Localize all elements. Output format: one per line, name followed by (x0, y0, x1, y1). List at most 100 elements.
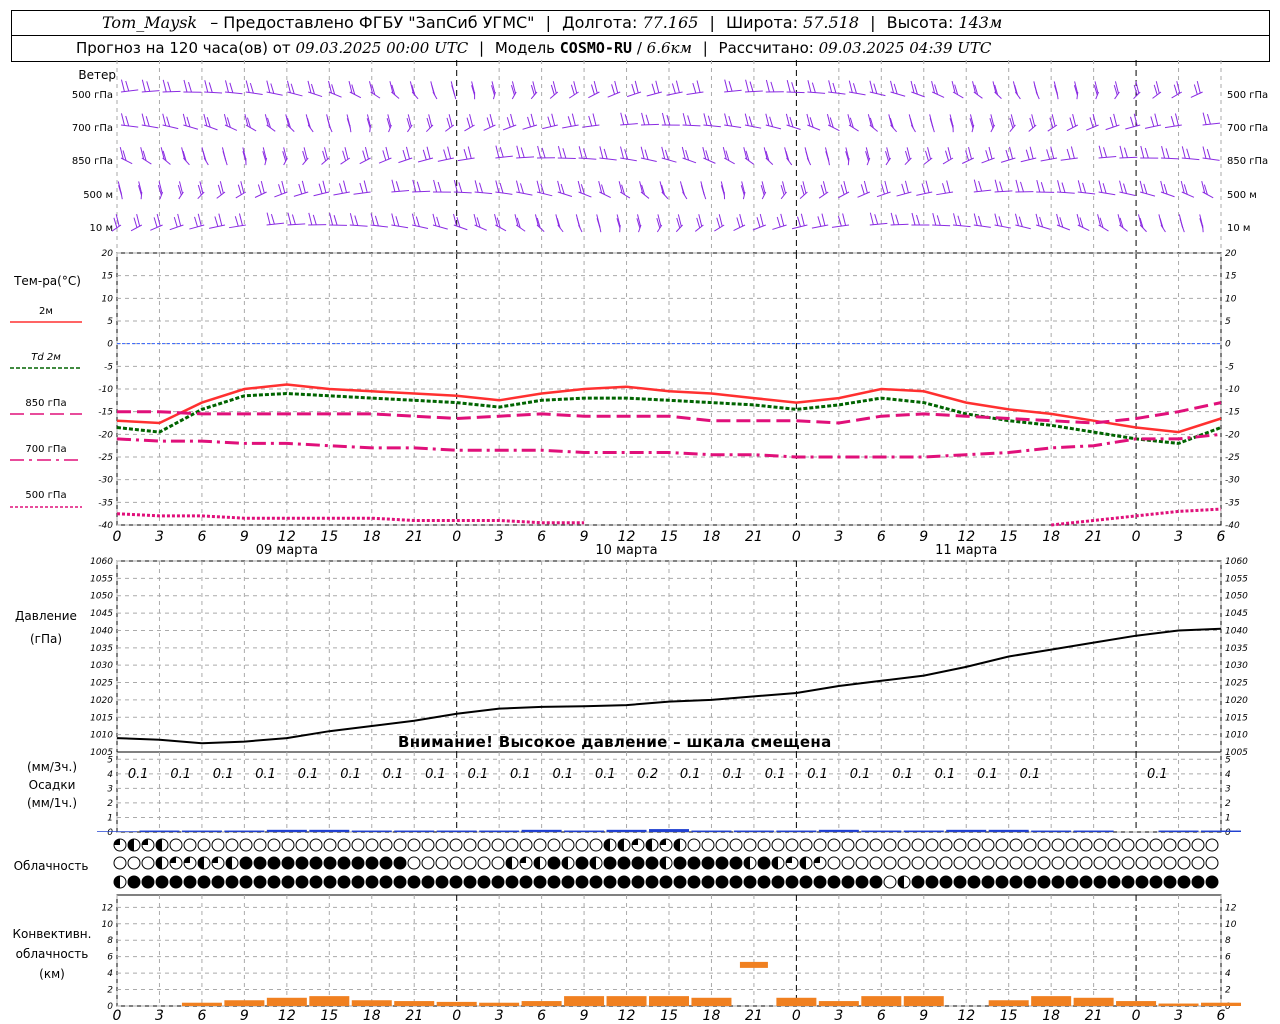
wind-barb-feather (303, 147, 308, 160)
wind-barb-feather (1160, 180, 1165, 194)
wind-barb-feather (218, 213, 223, 226)
wind-barb-feather (426, 117, 431, 129)
wind-barb-feather (789, 116, 794, 128)
wind-barb-feather (416, 181, 421, 192)
conv-bar (394, 1001, 435, 1006)
wind-barb-feather (138, 185, 142, 196)
wind-barb-feather (278, 184, 283, 195)
wind-barb (209, 224, 226, 229)
wind-barb-feather (308, 212, 313, 226)
conv-ytick-right: 0 (1225, 1002, 1231, 1012)
temp-ytick-right: -30 (1225, 476, 1240, 486)
wind-barb-feather (802, 181, 807, 194)
conv-bar (691, 997, 732, 1006)
wind-barb-feather (869, 212, 874, 225)
cloud-fill (758, 857, 770, 869)
wind-barb (765, 124, 782, 130)
wind-barb (666, 91, 683, 96)
wind-barb-feather (188, 81, 192, 93)
conv-xtick: 6 (877, 1008, 886, 1024)
cloud-fill (702, 857, 714, 869)
wind-barb-feather (696, 217, 701, 229)
precip-bar (649, 829, 689, 832)
cloud-fill (450, 876, 462, 888)
wind-barb-feather (636, 218, 641, 229)
precip-label: 0.1 (553, 767, 574, 782)
wind-barb-feather (718, 214, 723, 227)
wind-barb-feather (700, 185, 705, 196)
wind-barb-feather (476, 217, 481, 228)
temp-xtick: 15 (1000, 529, 1018, 545)
wind-barb-feather (769, 116, 774, 127)
temp-xtick: 9 (580, 529, 589, 545)
precip-ytick-right: 3 (1225, 784, 1231, 794)
wind-barb-feather (913, 84, 918, 95)
wind-barb-feather (385, 146, 390, 160)
cloud-symbol (855, 856, 869, 870)
wind-barb-feather (1077, 180, 1082, 193)
conv-bar (351, 1000, 392, 1006)
cloud-symbol (701, 838, 715, 852)
wind-barb-feather (947, 147, 952, 160)
wind-barb-feather (705, 150, 710, 161)
wind-barb-feather (977, 215, 982, 227)
wind-barb-feather (306, 117, 311, 129)
wind-barb-feather (516, 217, 521, 228)
wind-barb-feather (409, 81, 414, 94)
wind-barb-feather (954, 84, 959, 95)
wind-barb (724, 89, 742, 93)
cloud-fill (954, 876, 966, 888)
wind-barb-feather (884, 180, 889, 194)
temp-ytick-left: 0 (107, 340, 113, 350)
cloud-quarter (170, 857, 176, 863)
wind-barb-feather (655, 80, 660, 93)
wind-barb-feather (1179, 218, 1184, 229)
wind-barb-feather (1143, 183, 1148, 194)
wind-barb (1020, 157, 1037, 163)
wind-barb-feather (447, 146, 452, 159)
wind-barb-feather (405, 146, 410, 160)
wind-barb-feather (240, 181, 245, 194)
wind-barb-feather (391, 84, 396, 96)
wind-barb-feather (1092, 113, 1097, 127)
wind-barb-feather (1046, 149, 1051, 160)
wind-barb-feather (929, 118, 934, 129)
pressure-ytick-right: 1020 (1225, 696, 1248, 706)
wind-barb-feather (1061, 182, 1066, 193)
cloud-symbol (813, 838, 827, 852)
cloud-fill (548, 857, 560, 869)
wind-barb-feather (748, 116, 753, 127)
cloud-symbol (281, 838, 295, 852)
wind-barb-feather (491, 85, 495, 96)
cloud-half (114, 876, 120, 888)
cloud-fill (310, 857, 322, 869)
cloud-fill (772, 876, 784, 888)
wind-barb-feather (664, 149, 669, 161)
wind-barb (204, 91, 223, 94)
wind-barb-feather (120, 79, 125, 92)
wind-barb-feather (145, 116, 150, 127)
wind-barb-feather (1117, 214, 1122, 227)
wind-barb-feather (141, 113, 146, 126)
wind-barb-feather (1074, 81, 1079, 94)
conv-xtick: 6 (1217, 1008, 1226, 1024)
temp-xtick: 6 (1217, 529, 1226, 545)
cloud-fill (1066, 876, 1078, 888)
wind-barb (557, 157, 576, 160)
cloud-symbol (967, 856, 981, 870)
temp-xtick: 18 (703, 529, 721, 545)
pressure-title: Давление (15, 609, 77, 623)
precip-bar (776, 830, 817, 832)
wind-barb-feather (869, 117, 874, 129)
wind-barb (682, 157, 697, 164)
wind-barb-feather (616, 218, 621, 229)
cloud-fill (1136, 876, 1148, 888)
cloud-symbol (1093, 838, 1107, 852)
legend-2m: 2м (39, 306, 53, 317)
wind-barb (1040, 157, 1058, 162)
wind-barb-feather (262, 147, 267, 160)
wind-barb-feather (389, 81, 394, 94)
wind-barb-feather (428, 114, 433, 127)
wind-barb-feather (634, 80, 639, 94)
wind-barb-feather (466, 117, 471, 128)
